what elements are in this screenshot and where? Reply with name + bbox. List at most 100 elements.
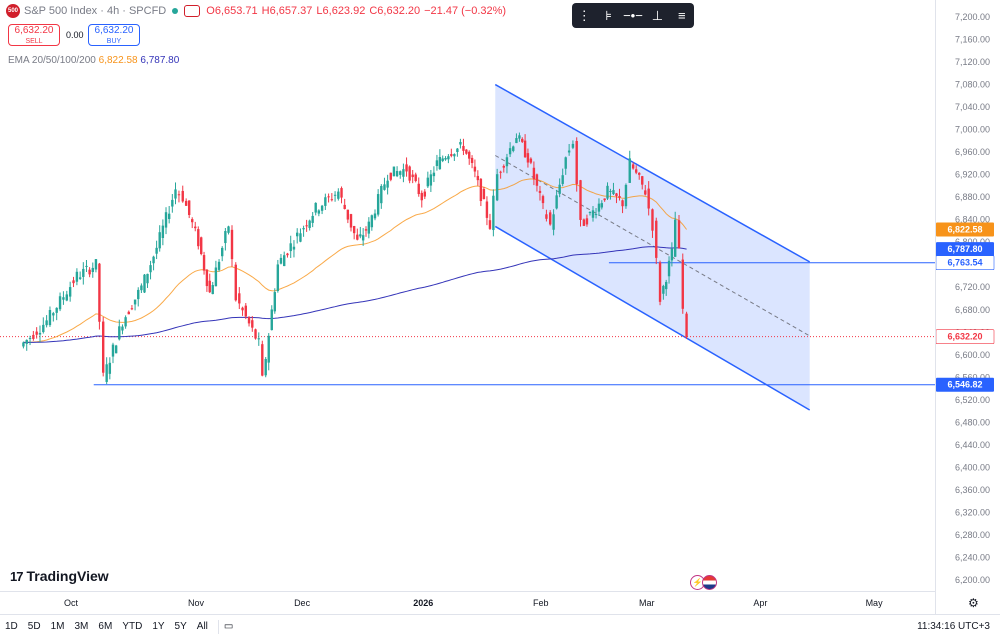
candle-body (261, 344, 264, 376)
candle-body (137, 289, 140, 300)
candle-body (567, 150, 571, 153)
candle-body (558, 184, 561, 194)
date-range-calendar-icon[interactable]: ▭ (223, 621, 234, 632)
candle-body (55, 307, 58, 313)
candle-body (535, 174, 539, 186)
candle-body (359, 234, 362, 237)
drag-handle-icon[interactable]: ⋮ (577, 7, 591, 23)
chart-settings-gear-icon[interactable]: ⚙ (968, 596, 979, 610)
horizontal-ray-icon[interactable]: −•− (623, 8, 643, 23)
symbol-title[interactable]: S&P 500 Index · 4h · SPCFD (24, 5, 167, 17)
range-all[interactable]: All (196, 621, 208, 632)
vertical-line-icon[interactable]: ⊥ (651, 7, 664, 23)
buy-price: 6,632.20 (94, 25, 134, 36)
clock-timezone[interactable]: 11:34:16 UTC+3 (917, 621, 990, 632)
candle-body (492, 195, 495, 231)
candle-body (473, 166, 477, 172)
candle-body (330, 199, 334, 201)
candle-body (82, 268, 85, 277)
price-label-box (936, 242, 994, 257)
buy-button[interactable]: 6,632.20 BUY (88, 24, 140, 46)
candle-body (414, 174, 417, 182)
candle-body (202, 255, 206, 271)
candle-body (283, 255, 286, 267)
candle-body (638, 172, 641, 175)
y-tick-label: 6,480.00 (955, 417, 990, 427)
toggle-icon[interactable] (184, 5, 201, 17)
fib-icon[interactable]: ⊧ (605, 7, 612, 23)
candle-body (600, 203, 604, 208)
market-status-dot-icon (172, 8, 179, 14)
candle-body (114, 345, 118, 354)
candle-body (75, 271, 79, 282)
range-6m[interactable]: 6M (98, 621, 113, 632)
candle-body (417, 183, 420, 195)
price-label-box (935, 329, 995, 344)
candle-body (548, 212, 552, 225)
candle-body (438, 157, 442, 170)
candle-body (22, 342, 25, 347)
us-flag-icon[interactable] (702, 575, 717, 590)
ohlc-open: O6,653.71 (206, 5, 258, 17)
price-label-text: 6,763.54 (947, 258, 982, 268)
candle-body (111, 344, 115, 357)
candle-body (289, 243, 292, 252)
candle-body (296, 232, 299, 237)
candle-body (538, 190, 542, 193)
menu-lines-icon[interactable]: ≡ (677, 8, 686, 23)
y-tick-label: 6,880.00 (955, 192, 990, 202)
candle-body (346, 209, 350, 220)
candle-body (402, 169, 405, 177)
candle-body (191, 219, 194, 223)
ema-legend[interactable]: EMA 20/50/100/200 6,822.58 6,787.80 (8, 55, 179, 66)
y-tick-label: 6,200.00 (955, 575, 990, 585)
sell-button[interactable]: 6,632.20 SELL (8, 24, 60, 46)
range-ytd[interactable]: YTD (122, 621, 143, 632)
ema-value-1: 6,822.58 (98, 55, 138, 66)
range-3m[interactable]: 3M (74, 621, 89, 632)
drawing-toolbar: ⋮ ⊧ −•− ⊥ ≡ (572, 3, 694, 28)
candle-body (526, 153, 530, 163)
trade-panel: 6,632.20 SELL 0.00 6,632.20 BUY (8, 24, 140, 46)
price-chart[interactable]: 6,200.00 6,240.00 6,280.00 6,320.00 6,360.00… (0, 0, 1000, 614)
candle-body (302, 228, 305, 230)
candle-body (456, 148, 459, 153)
range-5d[interactable]: 5D (27, 621, 41, 632)
candle-body (211, 285, 214, 295)
candle-body (349, 214, 353, 228)
range-5y[interactable]: 5Y (174, 621, 187, 632)
candle-body (561, 175, 564, 184)
tradingview-wordmark: TradingView (26, 568, 109, 584)
candle-body (444, 158, 447, 160)
candle-body (267, 335, 270, 363)
x-tick-label: Apr (753, 598, 767, 608)
candle-body (62, 297, 65, 300)
sell-price: 6,632.20 (14, 25, 54, 36)
candle-body (197, 229, 200, 247)
ohlc-low: L6,623.92 (316, 5, 366, 17)
y-tick-label: 7,000.00 (955, 125, 990, 135)
candle-body (127, 311, 130, 315)
symbol-header[interactable]: 500 S&P 500 Index · 4h · SPCFD O6,653.71… (6, 4, 506, 18)
candle-body (545, 214, 548, 219)
candle-body (470, 157, 474, 163)
candle-body (685, 313, 688, 337)
range-1y[interactable]: 1Y (152, 621, 165, 632)
candle-body (244, 305, 247, 317)
tradingview-logo[interactable]: 17 TradingView (10, 568, 109, 584)
candle-body (555, 195, 558, 209)
candle-body (48, 310, 52, 326)
y-tick-label: 6,960.00 (955, 147, 990, 157)
candle-body (681, 259, 684, 309)
price-label-box (935, 255, 995, 271)
candle-body (505, 157, 509, 167)
candle-body (380, 185, 383, 204)
range-1m[interactable]: 1M (50, 621, 65, 632)
event-markers[interactable]: ⚡ (690, 575, 717, 590)
candle-body (257, 338, 260, 340)
candle-body (628, 158, 631, 183)
range-1d[interactable]: 1D (5, 621, 18, 632)
candle-body (579, 180, 582, 220)
symbol-logo: 500 (6, 4, 20, 18)
x-tick-label: Nov (188, 598, 205, 608)
